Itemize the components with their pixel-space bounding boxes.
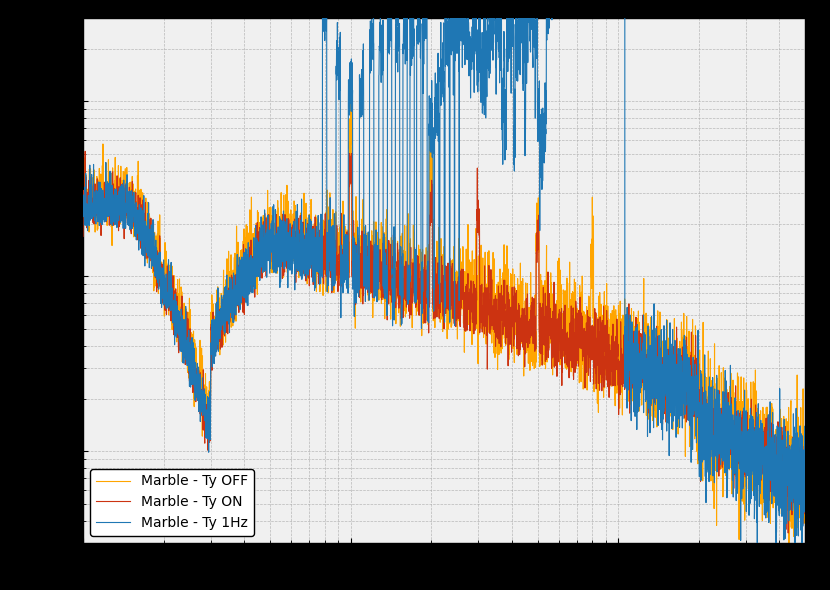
Marble - Ty ON bbox=[784, 529, 793, 536]
Marble - Ty ON bbox=[354, 261, 364, 268]
Marble - Ty ON bbox=[617, 373, 627, 380]
Marble - Ty ON bbox=[81, 148, 90, 155]
Marble - Ty OFF bbox=[671, 335, 681, 342]
Marble - Ty 1Hz bbox=[78, 199, 88, 206]
Marble - Ty 1Hz bbox=[800, 463, 810, 470]
Line: Marble - Ty OFF: Marble - Ty OFF bbox=[83, 93, 805, 584]
Marble - Ty 1Hz bbox=[752, 564, 762, 571]
Marble - Ty OFF bbox=[511, 304, 521, 312]
Marble - Ty OFF bbox=[784, 580, 794, 587]
Legend: Marble - Ty OFF, Marble - Ty ON, Marble - Ty 1Hz: Marble - Ty OFF, Marble - Ty ON, Marble … bbox=[90, 469, 254, 536]
Marble - Ty OFF bbox=[617, 360, 627, 367]
Marble - Ty ON bbox=[209, 330, 219, 337]
Marble - Ty ON bbox=[511, 309, 521, 316]
Line: Marble - Ty 1Hz: Marble - Ty 1Hz bbox=[83, 0, 805, 568]
Marble - Ty ON bbox=[800, 508, 810, 515]
Marble - Ty 1Hz bbox=[671, 384, 681, 391]
Marble - Ty OFF bbox=[800, 467, 810, 474]
Marble - Ty ON bbox=[78, 233, 88, 240]
Line: Marble - Ty ON: Marble - Ty ON bbox=[83, 151, 805, 533]
Marble - Ty OFF bbox=[78, 208, 88, 215]
Marble - Ty 1Hz bbox=[209, 320, 219, 327]
Marble - Ty OFF bbox=[548, 335, 558, 342]
Marble - Ty 1Hz bbox=[354, 257, 364, 264]
Marble - Ty OFF bbox=[346, 90, 356, 97]
Marble - Ty ON bbox=[671, 370, 681, 377]
Marble - Ty OFF bbox=[209, 351, 219, 358]
Marble - Ty OFF bbox=[354, 270, 364, 277]
Marble - Ty ON bbox=[548, 354, 558, 361]
